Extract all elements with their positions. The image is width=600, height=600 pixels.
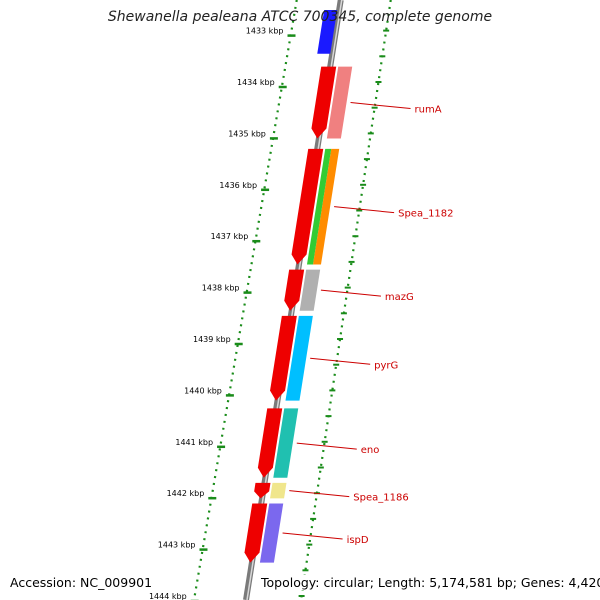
- gene-label: Spea_1182: [398, 209, 453, 220]
- accession-text: Accession: NC_009901: [8, 575, 155, 590]
- gene-labels: rumA Spea_1182 mazG pyrG eno Spea_1186 ispD: [282, 102, 454, 546]
- kbp-tick-label: 1443 kbp: [158, 541, 196, 550]
- gene-label: Spea_1186: [353, 493, 408, 504]
- outer-ruler-line: [299, 0, 392, 600]
- gene-bar: [306, 148, 332, 265]
- cds-arrow: [254, 482, 271, 499]
- gene-bar: [299, 269, 321, 311]
- kbp-tick-label: 1442 kbp: [167, 489, 205, 498]
- gene-leader-line: [350, 102, 411, 110]
- gene-track: [259, 10, 353, 563]
- kbp-tick-label: 1433 kbp: [246, 27, 284, 36]
- kbp-tick-label: 1437 kbp: [211, 232, 249, 241]
- kbp-tick-label: 1434 kbp: [237, 78, 275, 87]
- gene-leader-line: [334, 206, 395, 214]
- kbp-tick-label: 1439 kbp: [193, 335, 231, 344]
- cds-arrow: [244, 503, 268, 563]
- ruler-dotted-lines: [192, 0, 392, 600]
- gene-bar: [273, 408, 299, 478]
- topology-text: Topology: circular; Length: 5,174,581 bp…: [259, 575, 600, 590]
- gene-label: pyrG: [374, 360, 398, 371]
- gene-bar: [317, 10, 338, 54]
- cds-arrow: [270, 315, 297, 401]
- gene-bar: [285, 315, 313, 401]
- cds-arrow: [284, 269, 305, 311]
- gene-label: mazG: [385, 292, 414, 303]
- cds-arrow-track: [244, 66, 337, 563]
- gene-leader-line: [296, 442, 357, 450]
- gene-leader-line: [320, 289, 381, 297]
- gene-bar: [259, 503, 284, 563]
- gene-label: eno: [361, 445, 380, 456]
- gene-leader-line: [282, 532, 343, 540]
- kbp-tick-label: 1435 kbp: [228, 129, 266, 138]
- gene-label: rumA: [415, 105, 442, 116]
- kbp-tick-label: 1444 kbp: [149, 592, 187, 600]
- kbp-ruler: 1433 kbp 1434 kbp 1435 kbp 1436 kbp 1437 kbp…: [149, 27, 296, 600]
- kbp-tick-label: 1440 kbp: [184, 386, 222, 395]
- cds-arrow: [311, 66, 337, 139]
- gene-bar: [312, 148, 340, 265]
- gene-bar: [326, 66, 353, 139]
- gene-bar: [270, 482, 287, 499]
- gene-leader-line: [310, 357, 371, 365]
- kbp-tick-label: 1441 kbp: [175, 438, 213, 447]
- cds-arrow: [257, 408, 283, 478]
- map-title: Shewanella pealeana ATCC 700345, complet…: [107, 9, 493, 25]
- kbp-tick-label: 1438 kbp: [202, 284, 240, 293]
- cds-arrow: [291, 148, 324, 265]
- gene-label: ispD: [347, 535, 369, 546]
- kbp-tick-label: 1436 kbp: [219, 181, 257, 190]
- gene-leader-line: [289, 490, 350, 498]
